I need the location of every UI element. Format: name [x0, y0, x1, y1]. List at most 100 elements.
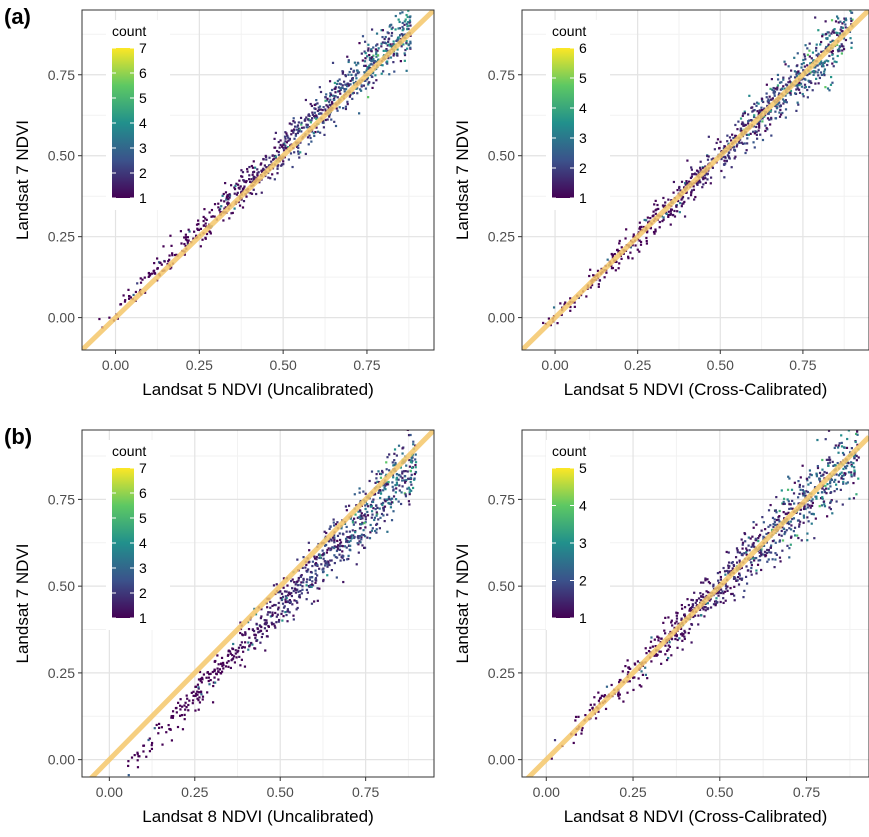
density-bin: [796, 64, 799, 67]
density-bin: [802, 494, 805, 497]
density-bin: [670, 198, 673, 202]
density-bin: [613, 252, 616, 256]
density-bin: [740, 538, 743, 541]
density-bin: [808, 55, 811, 58]
density-bin: [296, 124, 300, 127]
density-bin: [758, 535, 761, 538]
density-bin: [404, 493, 407, 496]
density-bin: [409, 24, 412, 27]
density-bin: [725, 569, 729, 573]
density-bin: [724, 162, 727, 165]
density-bin: [396, 48, 399, 51]
density-bin: [274, 604, 277, 607]
density-bin: [327, 562, 330, 565]
y-tick-label: 0.50: [48, 578, 75, 594]
density-bin: [722, 601, 725, 605]
density-bin: [399, 12, 402, 15]
density-bin: [723, 570, 727, 573]
density-bin: [376, 506, 379, 510]
density-bin: [370, 75, 373, 78]
density-bin: [250, 181, 253, 184]
density-bin: [242, 200, 246, 203]
density-bin: [680, 198, 683, 201]
density-bin: [715, 597, 718, 600]
density-bin: [839, 28, 842, 31]
density-bin: [740, 141, 743, 144]
density-bin: [260, 625, 263, 629]
legend-title: count: [552, 23, 586, 39]
y-tick-label: 0.75: [48, 67, 75, 83]
density-bin: [650, 660, 653, 663]
density-bin: [830, 19, 834, 22]
density-bin: [386, 530, 389, 533]
density-bin: [321, 108, 324, 112]
density-bin: [547, 317, 550, 320]
density-bin: [781, 539, 785, 542]
density-bin: [589, 268, 592, 271]
density-bin: [374, 74, 377, 77]
density-bin: [850, 46, 853, 49]
density-bin: [302, 581, 305, 584]
density-bin: [294, 134, 297, 137]
density-bin: [640, 225, 643, 228]
density-bin: [850, 475, 853, 478]
density-bin: [800, 63, 803, 66]
density-bin: [332, 94, 335, 97]
density-bin: [760, 550, 763, 553]
density-bin: [156, 257, 159, 260]
density-bin: [284, 595, 287, 598]
density-bin: [577, 715, 580, 718]
density-bin: [240, 641, 243, 644]
y-tick-label: 0.50: [48, 148, 75, 164]
density-bin: [835, 500, 838, 503]
density-bin: [699, 160, 702, 163]
density-bin: [741, 547, 744, 550]
density-bin: [286, 584, 289, 587]
density-bin: [841, 49, 844, 52]
density-bin: [830, 478, 834, 481]
density-bin: [387, 480, 390, 484]
density-bin: [383, 37, 386, 41]
density-bin: [207, 679, 210, 683]
density-bin: [802, 514, 805, 517]
density-bin: [348, 548, 351, 551]
density-bin: [805, 477, 808, 480]
density-bin: [710, 158, 713, 161]
density-bin: [707, 607, 710, 610]
density-bin: [755, 569, 758, 572]
density-bin: [840, 26, 843, 29]
density-bin: [225, 196, 228, 199]
density-bin: [282, 586, 285, 589]
density-bin: [851, 3, 853, 5]
density-bin: [359, 541, 362, 544]
density-bin: [288, 122, 291, 125]
density-bin: [292, 117, 295, 120]
density-bin: [734, 134, 737, 137]
density-bin: [339, 92, 342, 95]
density-bin: [726, 134, 729, 137]
density-bin: [843, 446, 846, 449]
density-bin: [403, 52, 406, 55]
density-bin: [398, 27, 402, 30]
density-bin: [808, 72, 811, 75]
density-bin: [843, 465, 847, 468]
density-bin: [370, 28, 374, 31]
density-bin: [286, 608, 289, 611]
density-bin: [168, 258, 171, 261]
density-bin: [364, 521, 367, 524]
density-bin: [403, 59, 406, 62]
density-bin: [366, 78, 369, 81]
density-bin: [401, 476, 404, 480]
density-bin: [290, 123, 293, 126]
density-bin: [833, 490, 836, 493]
legend-colorbar: [112, 48, 134, 198]
density-bin: [651, 645, 654, 648]
density-bin: [779, 108, 782, 112]
density-bin: [192, 694, 195, 697]
density-bin: [724, 584, 728, 588]
density-bin: [754, 537, 757, 540]
density-bin: [305, 570, 309, 573]
density-bin: [382, 70, 385, 73]
density-bin: [700, 595, 703, 598]
density-bin: [654, 644, 657, 648]
